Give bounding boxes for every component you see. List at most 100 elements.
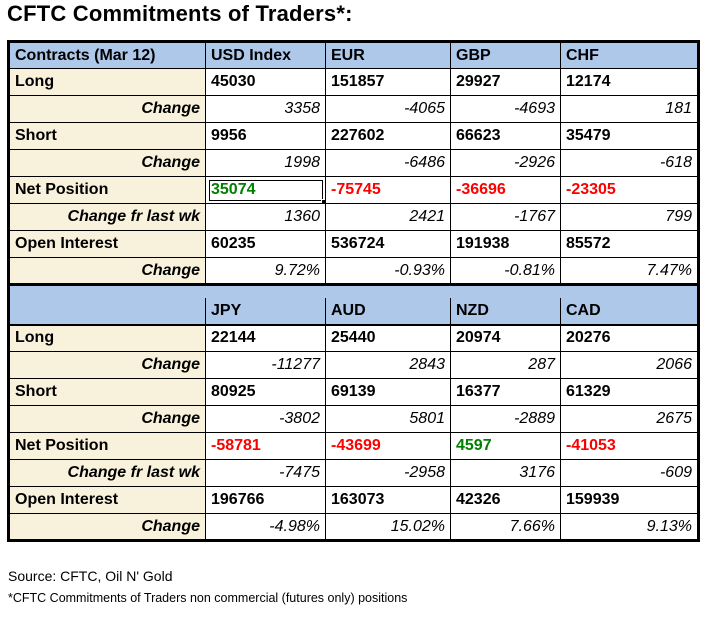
cell-aud-long[interactable]: 25440 (325, 324, 451, 352)
cot-table: Contracts (Mar 12) USD Index EUR GBP CHF… (7, 40, 700, 542)
column-header-gbp[interactable]: GBP (450, 41, 561, 69)
cell-gbp-short-change[interactable]: -2926 (450, 149, 561, 177)
row-label[interactable]: Net Position (8, 432, 206, 460)
cell-nzd-net-position[interactable]: 4597 (450, 432, 561, 460)
cell-gbp-net-change[interactable]: -1767 (450, 203, 561, 231)
column-header-nzd[interactable]: NZD (450, 297, 561, 326)
cell-chf-net-position[interactable]: -23305 (560, 176, 699, 204)
table-row-short: Short 9956 227602 66623 35479 (8, 122, 699, 150)
cell-nzd-long-change[interactable]: 287 (450, 351, 561, 379)
cell-usd-long-change[interactable]: 3358 (205, 95, 326, 123)
cell-jpy-open-interest[interactable]: 196766 (205, 486, 326, 514)
cell-usd-short-change[interactable]: 1998 (205, 149, 326, 177)
cell-chf-short[interactable]: 35479 (560, 122, 699, 150)
row-label[interactable]: Short (8, 122, 206, 150)
cell-chf-short-change[interactable]: -618 (560, 149, 699, 177)
row-label[interactable]: Change (8, 405, 206, 433)
row-label[interactable]: Change (8, 351, 206, 379)
cell-aud-long-change[interactable]: 2843 (325, 351, 451, 379)
cell-usd-net-change[interactable]: 1360 (205, 203, 326, 231)
column-header-jpy[interactable]: JPY (205, 297, 326, 326)
column-header-aud[interactable]: AUD (325, 297, 451, 326)
row-label[interactable]: Change (8, 513, 206, 541)
cell-gbp-short[interactable]: 66623 (450, 122, 561, 150)
cell-cad-short[interactable]: 61329 (560, 378, 699, 406)
cell-usd-oi-change[interactable]: 9.72% (205, 257, 326, 285)
cell-aud-oi-change[interactable]: 15.02% (325, 513, 451, 541)
cell-cad-net-change[interactable]: -609 (560, 459, 699, 487)
row-label[interactable]: Change (8, 149, 206, 177)
row-label[interactable]: Change (8, 95, 206, 123)
column-header-blank[interactable] (8, 297, 206, 326)
section2-header-row: JPY AUD NZD CAD (8, 297, 699, 326)
cell-usd-open-interest[interactable]: 60235 (205, 230, 326, 258)
cell-jpy-long[interactable]: 22144 (205, 324, 326, 352)
footer: Source: CFTC, Oil N' Gold *CFTC Commitme… (8, 568, 407, 605)
row-label[interactable]: Long (8, 324, 206, 352)
section2-spacer-row (8, 283, 699, 298)
cell-nzd-oi-change[interactable]: 7.66% (450, 513, 561, 541)
row-label[interactable]: Long (8, 68, 206, 96)
cell-usd-net-position-selected[interactable]: 35074 (205, 176, 326, 204)
cell-jpy-short-change[interactable]: -3802 (205, 405, 326, 433)
cell-cad-net-position[interactable]: -41053 (560, 432, 699, 460)
cell-cad-long[interactable]: 20276 (560, 324, 699, 352)
cell-jpy-long-change[interactable]: -11277 (205, 351, 326, 379)
row-label[interactable]: Change (8, 257, 206, 285)
cell-jpy-net-change[interactable]: -7475 (205, 459, 326, 487)
cell-eur-long-change[interactable]: -4065 (325, 95, 451, 123)
row-label[interactable]: Open Interest (8, 486, 206, 514)
column-header-chf[interactable]: CHF (560, 41, 699, 69)
row-label[interactable]: Open Interest (8, 230, 206, 258)
cell-eur-short-change[interactable]: -6486 (325, 149, 451, 177)
cell-cad-open-interest[interactable]: 159939 (560, 486, 699, 514)
source-line: Source: CFTC, Oil N' Gold (8, 568, 173, 584)
cell-chf-long[interactable]: 12174 (560, 68, 699, 96)
cell-jpy-short[interactable]: 80925 (205, 378, 326, 406)
cell-eur-net-change[interactable]: 2421 (325, 203, 451, 231)
cell-chf-long-change[interactable]: 181 (560, 95, 699, 123)
cell-aud-short-change[interactable]: 5801 (325, 405, 451, 433)
cell-gbp-oi-change[interactable]: -0.81% (450, 257, 561, 285)
cell-aud-short[interactable]: 69139 (325, 378, 451, 406)
cell-aud-open-interest[interactable]: 163073 (325, 486, 451, 514)
cell-nzd-short-change[interactable]: -2889 (450, 405, 561, 433)
table-row-long-change-2: Change -11277 2843 287 2066 (8, 351, 699, 379)
cell-gbp-open-interest[interactable]: 191938 (450, 230, 561, 258)
cell-eur-oi-change[interactable]: -0.93% (325, 257, 451, 285)
cell-usd-long[interactable]: 45030 (205, 68, 326, 96)
cell-eur-long[interactable]: 151857 (325, 68, 451, 96)
column-header-cad[interactable]: CAD (560, 297, 699, 326)
cell-cad-long-change[interactable]: 2066 (560, 351, 699, 379)
column-header-usd-index[interactable]: USD Index (205, 41, 326, 69)
row-label[interactable]: Net Position (8, 176, 206, 204)
cell-eur-short[interactable]: 227602 (325, 122, 451, 150)
cell-gbp-long-change[interactable]: -4693 (450, 95, 561, 123)
table-row-net-position-2: Net Position -58781 -43699 4597 -41053 (8, 432, 699, 460)
cell-nzd-short[interactable]: 16377 (450, 378, 561, 406)
row-label[interactable]: Change fr last wk (8, 203, 206, 231)
cell-eur-open-interest[interactable]: 536724 (325, 230, 451, 258)
cell-gbp-net-position[interactable]: -36696 (450, 176, 561, 204)
row-label[interactable]: Change fr last wk (8, 459, 206, 487)
cell-jpy-net-position[interactable]: -58781 (205, 432, 326, 460)
row-label[interactable]: Short (8, 378, 206, 406)
cell-usd-short[interactable]: 9956 (205, 122, 326, 150)
cell-nzd-net-change[interactable]: 3176 (450, 459, 561, 487)
cell-nzd-open-interest[interactable]: 42326 (450, 486, 561, 514)
cell-aud-net-position[interactable]: -43699 (325, 432, 451, 460)
cell-chf-net-change[interactable]: 799 (560, 203, 699, 231)
cell-chf-open-interest[interactable]: 85572 (560, 230, 699, 258)
cell-eur-net-position[interactable]: -75745 (325, 176, 451, 204)
column-header-eur[interactable]: EUR (325, 41, 451, 69)
cell-jpy-oi-change[interactable]: -4.98% (205, 513, 326, 541)
cell-gbp-long[interactable]: 29927 (450, 68, 561, 96)
table-row-open-interest-2: Open Interest 196766 163073 42326 159939 (8, 486, 699, 514)
cell-aud-net-change[interactable]: -2958 (325, 459, 451, 487)
column-header-contracts[interactable]: Contracts (Mar 12) (8, 41, 206, 69)
cell-cad-oi-change[interactable]: 9.13% (560, 513, 699, 541)
cell-nzd-long[interactable]: 20974 (450, 324, 561, 352)
cell-cad-short-change[interactable]: 2675 (560, 405, 699, 433)
cell-chf-oi-change[interactable]: 7.47% (560, 257, 699, 285)
